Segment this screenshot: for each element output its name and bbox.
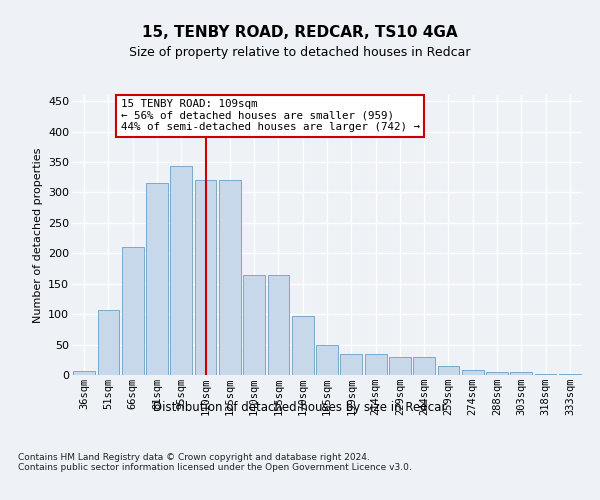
Bar <box>389 356 411 375</box>
Bar <box>170 166 192 375</box>
Text: Distribution of detached houses by size in Redcar: Distribution of detached houses by size … <box>154 401 446 414</box>
Bar <box>316 344 338 375</box>
Bar <box>365 354 386 375</box>
Bar <box>122 247 143 375</box>
Bar <box>340 354 362 375</box>
Text: 15, TENBY ROAD, REDCAR, TS10 4GA: 15, TENBY ROAD, REDCAR, TS10 4GA <box>142 25 458 40</box>
Bar <box>292 316 314 375</box>
Bar <box>194 180 217 375</box>
Bar <box>511 372 532 375</box>
Bar <box>97 310 119 375</box>
Bar <box>219 180 241 375</box>
Bar <box>146 184 168 375</box>
Text: Size of property relative to detached houses in Redcar: Size of property relative to detached ho… <box>129 46 471 59</box>
Bar <box>413 356 435 375</box>
Bar <box>243 274 265 375</box>
Bar <box>73 372 95 375</box>
Bar <box>559 374 581 375</box>
Bar <box>437 366 460 375</box>
Y-axis label: Number of detached properties: Number of detached properties <box>32 148 43 322</box>
Bar <box>486 372 508 375</box>
Bar <box>462 370 484 375</box>
Bar <box>268 274 289 375</box>
Text: 15 TENBY ROAD: 109sqm
← 56% of detached houses are smaller (959)
44% of semi-det: 15 TENBY ROAD: 109sqm ← 56% of detached … <box>121 100 419 132</box>
Bar <box>535 374 556 375</box>
Text: Contains HM Land Registry data © Crown copyright and database right 2024.
Contai: Contains HM Land Registry data © Crown c… <box>18 453 412 472</box>
